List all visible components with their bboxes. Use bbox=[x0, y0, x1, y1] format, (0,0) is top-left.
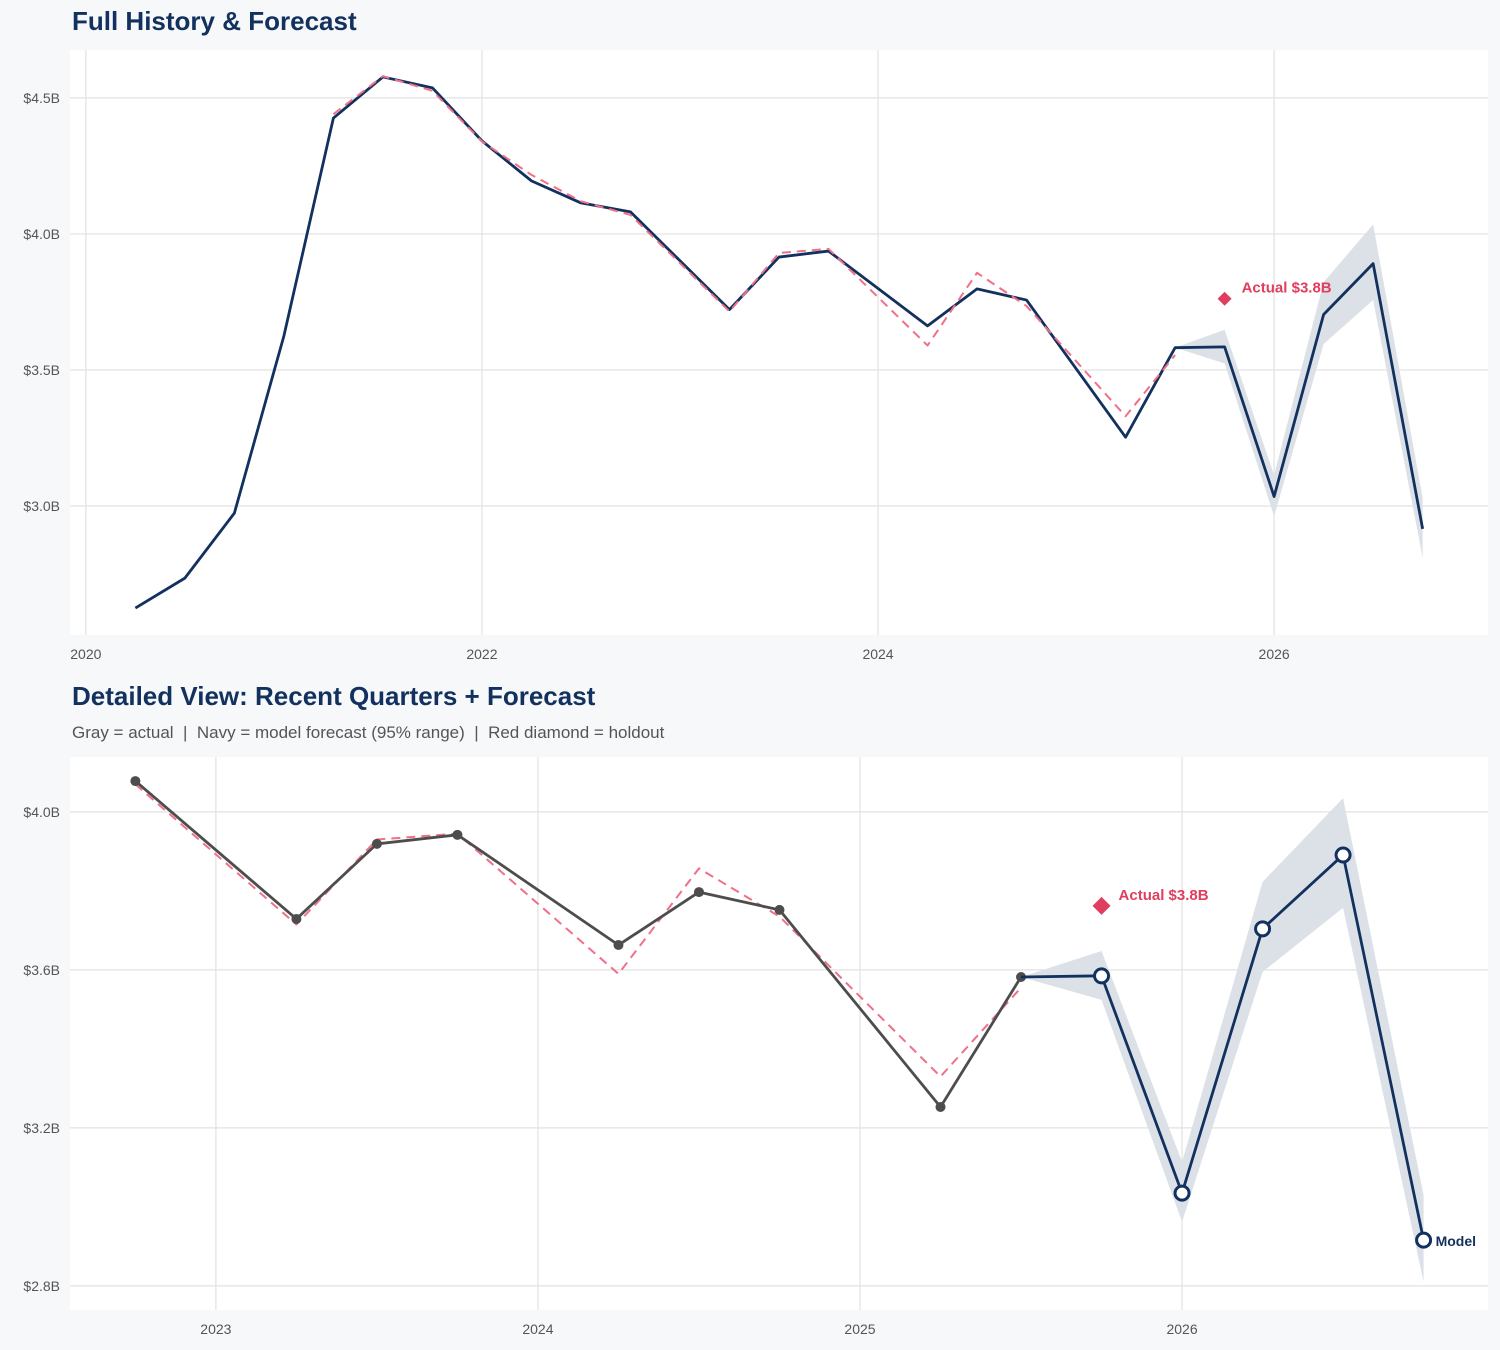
forecast-point bbox=[1254, 920, 1272, 938]
holdout-diamond bbox=[1217, 291, 1232, 306]
x-tick-label: 2023 bbox=[200, 1321, 231, 1337]
y-tick-label: $4.0B bbox=[23, 804, 60, 820]
y-tick-label: $3.0B bbox=[23, 498, 60, 514]
x-tick-label: 2022 bbox=[466, 646, 497, 662]
actual-point bbox=[452, 829, 463, 840]
x-tick-label: 2026 bbox=[1259, 646, 1290, 662]
chart-title-full-history: Full History & Forecast bbox=[72, 6, 357, 36]
y-tick-label: $2.8B bbox=[23, 1278, 60, 1294]
fitted-line bbox=[332, 75, 1176, 418]
chart-1: 2023 2024 2025 2026 $2.8B $3.2B $3.6B $4.0B Mode… bbox=[23, 757, 1488, 1337]
x-tick-label: 2024 bbox=[862, 646, 893, 662]
actual-point bbox=[130, 776, 141, 787]
forecast-end-label: Model bbox=[1436, 1233, 1476, 1249]
forecast-point bbox=[1093, 967, 1111, 985]
forecast-point bbox=[1173, 1184, 1191, 1202]
actual-point bbox=[371, 838, 382, 849]
chart-0: 2020 2022 2024 2026 $3.0B $3.5B $4.0B $4.5B Actu… bbox=[23, 50, 1488, 662]
forecast-point bbox=[1415, 1231, 1433, 1249]
chart-subtitle: Gray = actual | Navy = model forecast (9… bbox=[72, 723, 665, 742]
confidence-band bbox=[1175, 224, 1423, 558]
y-tick-label: $4.0B bbox=[23, 226, 60, 242]
confidence-band bbox=[1021, 798, 1424, 1282]
y-tick-label: $3.5B bbox=[23, 362, 60, 378]
plot-area bbox=[70, 757, 1488, 1310]
forecast-line bbox=[1021, 853, 1425, 1241]
holdout-label: Actual $3.8B bbox=[1119, 887, 1209, 904]
actual-point bbox=[291, 913, 302, 924]
x-tick-label: 2024 bbox=[522, 1321, 553, 1337]
y-tick-label: $4.5B bbox=[23, 90, 60, 106]
y-tick-label: $3.2B bbox=[23, 1120, 60, 1136]
actual-point bbox=[774, 904, 785, 915]
actual-point bbox=[693, 887, 704, 898]
y-tick-label: $3.6B bbox=[23, 962, 60, 978]
actual-point bbox=[613, 940, 624, 951]
x-tick-label: 2025 bbox=[844, 1321, 875, 1337]
actual-point bbox=[935, 1101, 946, 1112]
x-tick-label: 2026 bbox=[1166, 1321, 1197, 1337]
forecast-point bbox=[1334, 846, 1352, 864]
plot-area bbox=[70, 50, 1488, 635]
holdout-diamond bbox=[1092, 896, 1111, 915]
chart-title-detailed-view: Detailed View: Recent Quarters + Forecas… bbox=[72, 681, 596, 711]
x-tick-label: 2020 bbox=[70, 646, 101, 662]
holdout-label: Actual $3.8B bbox=[1242, 280, 1332, 297]
